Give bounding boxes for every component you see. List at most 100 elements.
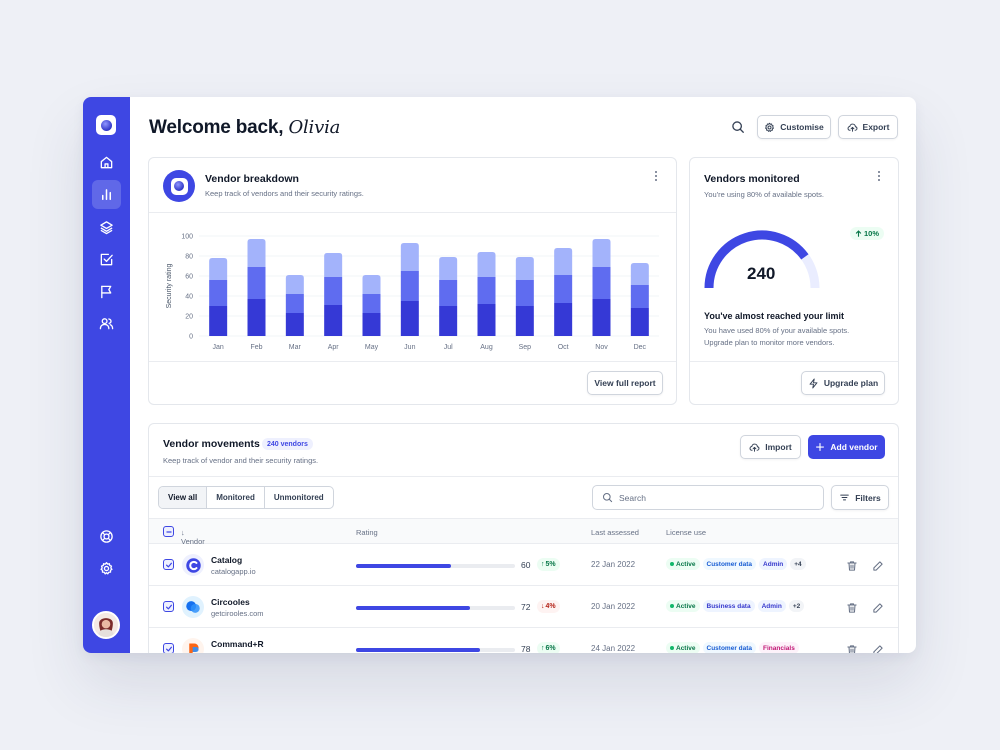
tab-view-all[interactable]: View all (159, 487, 208, 508)
trash-icon[interactable] (846, 559, 858, 571)
card-subtitle: Keep track of vendor and their security … (163, 456, 319, 465)
trash-icon[interactable] (846, 601, 858, 613)
license-tags: Active Customer data Financials (666, 642, 799, 653)
rating-value: 60 (521, 560, 531, 570)
gear-icon (765, 122, 775, 132)
check-icon (165, 646, 172, 651)
bar-segment (324, 305, 343, 336)
bar-segment (477, 252, 496, 277)
bar-segment (209, 258, 228, 280)
arrow-up-icon: ↑ (541, 645, 545, 652)
home-icon[interactable] (92, 148, 121, 177)
divider (690, 361, 898, 362)
trash-icon[interactable] (846, 643, 858, 653)
app-logo[interactable] (96, 115, 116, 135)
vendor-breakdown-card: Vendor breakdown Keep track of vendors a… (148, 157, 677, 405)
x-tick-label: Oct (558, 344, 569, 351)
flag-icon[interactable] (92, 277, 121, 306)
add-vendor-button[interactable]: Add vendor (808, 435, 885, 459)
bar-segment (592, 299, 611, 336)
row-checkbox[interactable] (163, 559, 174, 570)
vendors-count: 240 (747, 264, 776, 283)
vendor-name: Catalog (211, 555, 243, 565)
status-badge: Active (666, 600, 700, 612)
bar-segment (285, 294, 304, 313)
export-button[interactable]: Export (838, 115, 898, 139)
vendor-count-badge: 240 vendors (262, 438, 313, 450)
customise-label: Customise (780, 122, 824, 132)
card-title: Vendor breakdown (205, 173, 299, 185)
bar-segment (362, 275, 381, 294)
edit-icon[interactable] (872, 559, 884, 571)
bar-segment (592, 239, 611, 267)
bar-segment (247, 239, 266, 267)
bar-segment (477, 277, 496, 304)
tab-monitored[interactable]: Monitored (207, 487, 265, 508)
search-icon (602, 492, 613, 503)
more-tags-badge[interactable]: +2 (788, 600, 805, 612)
support-icon[interactable] (92, 522, 121, 551)
divider (149, 476, 898, 477)
vendor-movements-card: Vendor movements 240 vendors Keep track … (148, 423, 899, 653)
cloud-upload-icon (749, 443, 760, 452)
license-tags: Active Business data Admin +2 (666, 600, 805, 612)
page-title: Welcome back, Olivia (149, 117, 341, 138)
row-checkbox[interactable] (163, 643, 174, 653)
search-icon[interactable] (731, 120, 745, 134)
main-content: Welcome back, Olivia Customise Export Ve… (130, 97, 916, 653)
plus-icon (816, 443, 825, 451)
y-tick-label: 40 (185, 294, 193, 301)
users-icon[interactable] (92, 309, 121, 338)
edit-icon[interactable] (872, 601, 884, 613)
y-axis-label: Security rating (166, 264, 173, 309)
checkbox-icon[interactable] (92, 245, 121, 274)
bar-segment (630, 285, 649, 308)
column-vendor[interactable]: Vendor ↓ (181, 528, 205, 546)
bar-segment (515, 257, 534, 280)
rating-bar (356, 564, 515, 568)
license-tags: Active Customer data Admin +4 (666, 558, 806, 570)
minus-icon (165, 530, 172, 533)
bar-segment (247, 299, 266, 336)
customise-button[interactable]: Customise (757, 115, 831, 139)
view-full-report-button[interactable]: View full report (587, 371, 663, 395)
vendor-bar-chart: 0 20 40 60 80 100 Security rating Jan Feb Mar Apr M… (166, 234, 659, 351)
avatar[interactable] (92, 611, 120, 639)
column-rating[interactable]: Rating (356, 528, 378, 537)
select-all-checkbox[interactable] (163, 526, 174, 537)
tab-unmonitored[interactable]: Unmonitored (273, 493, 324, 502)
filters-button[interactable]: Filters (831, 485, 889, 510)
column-license-use[interactable]: License use (666, 528, 707, 537)
user-name: Olivia (288, 117, 341, 138)
row-checkbox[interactable] (163, 601, 174, 612)
vendor-website: getcirooles.com (211, 609, 264, 618)
last-assessed-date: 22 Jan 2022 (591, 560, 636, 569)
bar-segment (400, 243, 419, 271)
bar-segment (209, 280, 228, 306)
more-tags-badge[interactable]: +4 (790, 558, 806, 570)
more-options-icon[interactable] (652, 170, 660, 182)
bar-segment (515, 280, 534, 306)
x-tick-label: Jul (444, 344, 453, 351)
table-row[interactable]: Catalog catalogapp.io 60 ↑ 5% 22 Jan 2022… (149, 544, 898, 586)
limit-text: You have used 80% of your available spot… (704, 326, 850, 347)
more-options-icon[interactable] (875, 170, 883, 182)
table-row[interactable]: Command+R 78 ↑ 6% 24 Jan 2022 Active Cust… (149, 628, 898, 653)
upgrade-plan-button[interactable]: Upgrade plan (801, 371, 885, 395)
bar-segment (285, 313, 304, 336)
rating-change-badge: ↑ 5% (537, 558, 560, 571)
column-last-assessed[interactable]: Last assessed (591, 528, 639, 537)
layers-icon[interactable] (92, 213, 121, 242)
settings-icon[interactable] (92, 554, 121, 583)
edit-icon[interactable] (872, 643, 884, 653)
bar-segment (400, 301, 419, 336)
import-button[interactable]: Import (740, 435, 801, 459)
bar-segment (592, 267, 611, 299)
bar-chart-icon[interactable] (92, 180, 121, 209)
filters-label: Filters (855, 492, 881, 503)
divider (149, 212, 676, 213)
search-input[interactable]: Search (592, 485, 824, 510)
usage-gauge (704, 230, 820, 289)
bar-segment (362, 313, 381, 336)
table-row[interactable]: Circooles getcirooles.com 72 ↓ 4% 20 Jan … (149, 586, 898, 628)
